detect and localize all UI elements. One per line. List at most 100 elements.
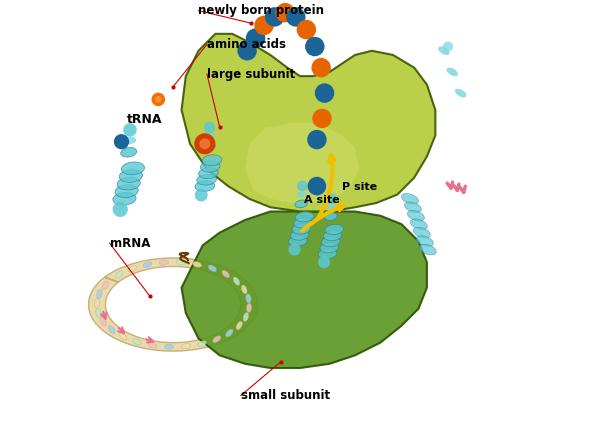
Ellipse shape xyxy=(128,266,137,272)
Polygon shape xyxy=(182,212,427,368)
Ellipse shape xyxy=(133,339,141,345)
Circle shape xyxy=(326,193,337,204)
Ellipse shape xyxy=(455,89,466,97)
Ellipse shape xyxy=(176,260,185,265)
Ellipse shape xyxy=(243,313,248,321)
Circle shape xyxy=(238,41,257,60)
Ellipse shape xyxy=(113,192,136,205)
Circle shape xyxy=(305,37,325,56)
Circle shape xyxy=(114,134,129,149)
Ellipse shape xyxy=(97,289,102,299)
Ellipse shape xyxy=(290,230,309,240)
Circle shape xyxy=(265,7,284,27)
Ellipse shape xyxy=(292,224,311,234)
Circle shape xyxy=(246,28,265,48)
Ellipse shape xyxy=(289,236,307,246)
Ellipse shape xyxy=(123,137,136,144)
Ellipse shape xyxy=(325,224,344,235)
Ellipse shape xyxy=(200,161,220,172)
Ellipse shape xyxy=(116,271,123,278)
Ellipse shape xyxy=(119,170,142,182)
Ellipse shape xyxy=(195,181,215,192)
Ellipse shape xyxy=(119,333,127,340)
Ellipse shape xyxy=(181,343,190,349)
Ellipse shape xyxy=(295,200,308,208)
Ellipse shape xyxy=(438,47,449,55)
Ellipse shape xyxy=(94,299,100,308)
Ellipse shape xyxy=(102,281,109,290)
Ellipse shape xyxy=(143,262,152,268)
Ellipse shape xyxy=(404,202,421,213)
Ellipse shape xyxy=(410,219,427,230)
Circle shape xyxy=(307,130,326,149)
Ellipse shape xyxy=(96,308,101,317)
Polygon shape xyxy=(245,123,359,203)
Circle shape xyxy=(155,96,161,103)
Ellipse shape xyxy=(121,148,137,157)
Ellipse shape xyxy=(222,270,229,277)
Circle shape xyxy=(312,109,332,128)
Ellipse shape xyxy=(318,249,337,259)
Ellipse shape xyxy=(100,317,106,326)
Text: mRNA: mRNA xyxy=(110,237,150,250)
Polygon shape xyxy=(182,34,436,212)
Circle shape xyxy=(315,83,334,103)
Ellipse shape xyxy=(323,231,342,241)
Ellipse shape xyxy=(199,168,218,179)
Circle shape xyxy=(195,189,208,202)
Ellipse shape xyxy=(326,204,337,210)
Text: tRNA: tRNA xyxy=(127,113,162,126)
Text: newly born protein: newly born protein xyxy=(199,4,325,17)
Circle shape xyxy=(204,122,215,133)
Ellipse shape xyxy=(407,210,424,221)
Ellipse shape xyxy=(203,133,215,140)
Circle shape xyxy=(318,256,330,268)
Circle shape xyxy=(443,41,453,52)
Circle shape xyxy=(199,138,211,149)
Ellipse shape xyxy=(117,177,140,190)
Ellipse shape xyxy=(246,294,251,303)
Ellipse shape xyxy=(212,336,221,343)
Ellipse shape xyxy=(322,236,340,247)
Ellipse shape xyxy=(121,162,145,175)
Ellipse shape xyxy=(247,303,251,313)
Circle shape xyxy=(152,93,165,106)
Circle shape xyxy=(194,133,215,154)
Circle shape xyxy=(254,16,274,35)
Ellipse shape xyxy=(208,265,217,272)
Ellipse shape xyxy=(241,285,247,294)
Text: P site: P site xyxy=(342,182,377,192)
Ellipse shape xyxy=(159,260,169,265)
Ellipse shape xyxy=(419,244,436,255)
Ellipse shape xyxy=(413,227,430,238)
Polygon shape xyxy=(89,258,257,351)
Ellipse shape xyxy=(202,155,222,166)
Ellipse shape xyxy=(295,212,314,222)
Ellipse shape xyxy=(148,343,157,348)
Ellipse shape xyxy=(164,344,174,349)
Circle shape xyxy=(113,202,128,217)
Ellipse shape xyxy=(226,329,233,337)
Ellipse shape xyxy=(115,185,138,198)
Ellipse shape xyxy=(416,236,433,247)
Ellipse shape xyxy=(325,213,337,220)
Text: large subunit: large subunit xyxy=(207,68,295,80)
Ellipse shape xyxy=(320,242,338,253)
Circle shape xyxy=(289,244,301,255)
Circle shape xyxy=(286,7,305,27)
Circle shape xyxy=(123,123,137,137)
Ellipse shape xyxy=(109,326,115,334)
Circle shape xyxy=(308,177,326,195)
Circle shape xyxy=(296,20,316,39)
Ellipse shape xyxy=(401,193,418,204)
Ellipse shape xyxy=(197,341,206,346)
Text: small subunit: small subunit xyxy=(241,389,330,402)
Ellipse shape xyxy=(197,174,217,185)
Circle shape xyxy=(275,3,295,22)
Ellipse shape xyxy=(202,143,215,151)
Ellipse shape xyxy=(193,261,202,267)
Circle shape xyxy=(297,181,308,191)
Ellipse shape xyxy=(296,191,307,198)
Ellipse shape xyxy=(233,277,240,285)
Ellipse shape xyxy=(293,218,312,228)
